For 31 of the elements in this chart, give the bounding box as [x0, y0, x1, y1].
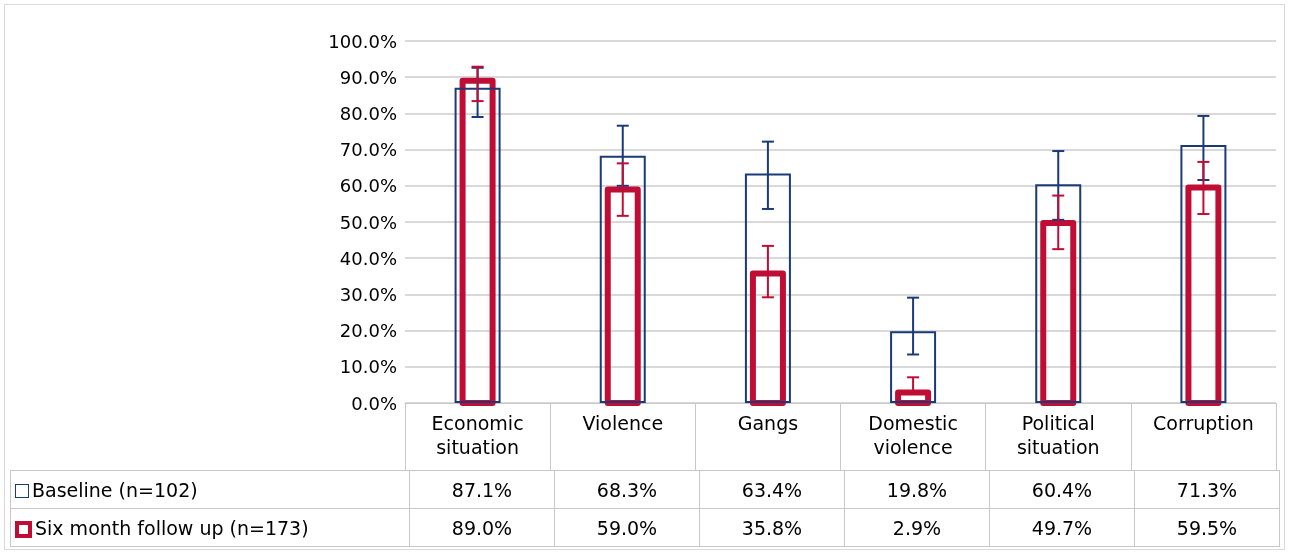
x-tick-label: Political situation	[1016, 412, 1100, 458]
y-tick-label: 20.0%	[339, 320, 397, 342]
legend-label: Six month follow up (n=173)	[10, 508, 410, 547]
data-label: 68.3%	[554, 470, 700, 509]
data-label: 35.8%	[699, 508, 845, 547]
data-label: 71.3%	[1134, 470, 1280, 509]
data-label: 87.1%	[409, 470, 555, 509]
data-label: 49.7%	[989, 508, 1135, 547]
data-label: 60.4%	[989, 470, 1135, 509]
x-tick-label: Gangs	[737, 412, 799, 434]
x-tick-label: Violence	[582, 412, 664, 434]
data-label: 59.5%	[1134, 508, 1280, 547]
y-tick-label: 70.0%	[339, 139, 397, 161]
x-tick-label: Domestic violence	[868, 412, 958, 458]
y-tick-label: 100.0%	[328, 30, 397, 52]
y-tick-label: 0.0%	[351, 392, 397, 414]
y-tick-label: 40.0%	[339, 247, 397, 269]
data-label: 63.4%	[699, 470, 845, 509]
x-tick-label: Economic situation	[431, 412, 524, 458]
y-tick-label: 50.0%	[339, 211, 397, 233]
data-label: 19.8%	[844, 470, 990, 509]
data-label: 89.0%	[409, 508, 555, 547]
y-tick-label: 60.0%	[339, 175, 397, 197]
x-tick-label: Corruption	[1153, 412, 1254, 434]
y-tick-label: 30.0%	[339, 283, 397, 305]
legend-label: Baseline (n=102)	[10, 470, 410, 509]
y-tick-label: 10.0%	[339, 356, 397, 378]
y-tick-label: 90.0%	[339, 66, 397, 88]
y-tick-label: 80.0%	[339, 102, 397, 124]
data-label: 59.0%	[554, 508, 700, 547]
data-label: 2.9%	[844, 508, 990, 547]
